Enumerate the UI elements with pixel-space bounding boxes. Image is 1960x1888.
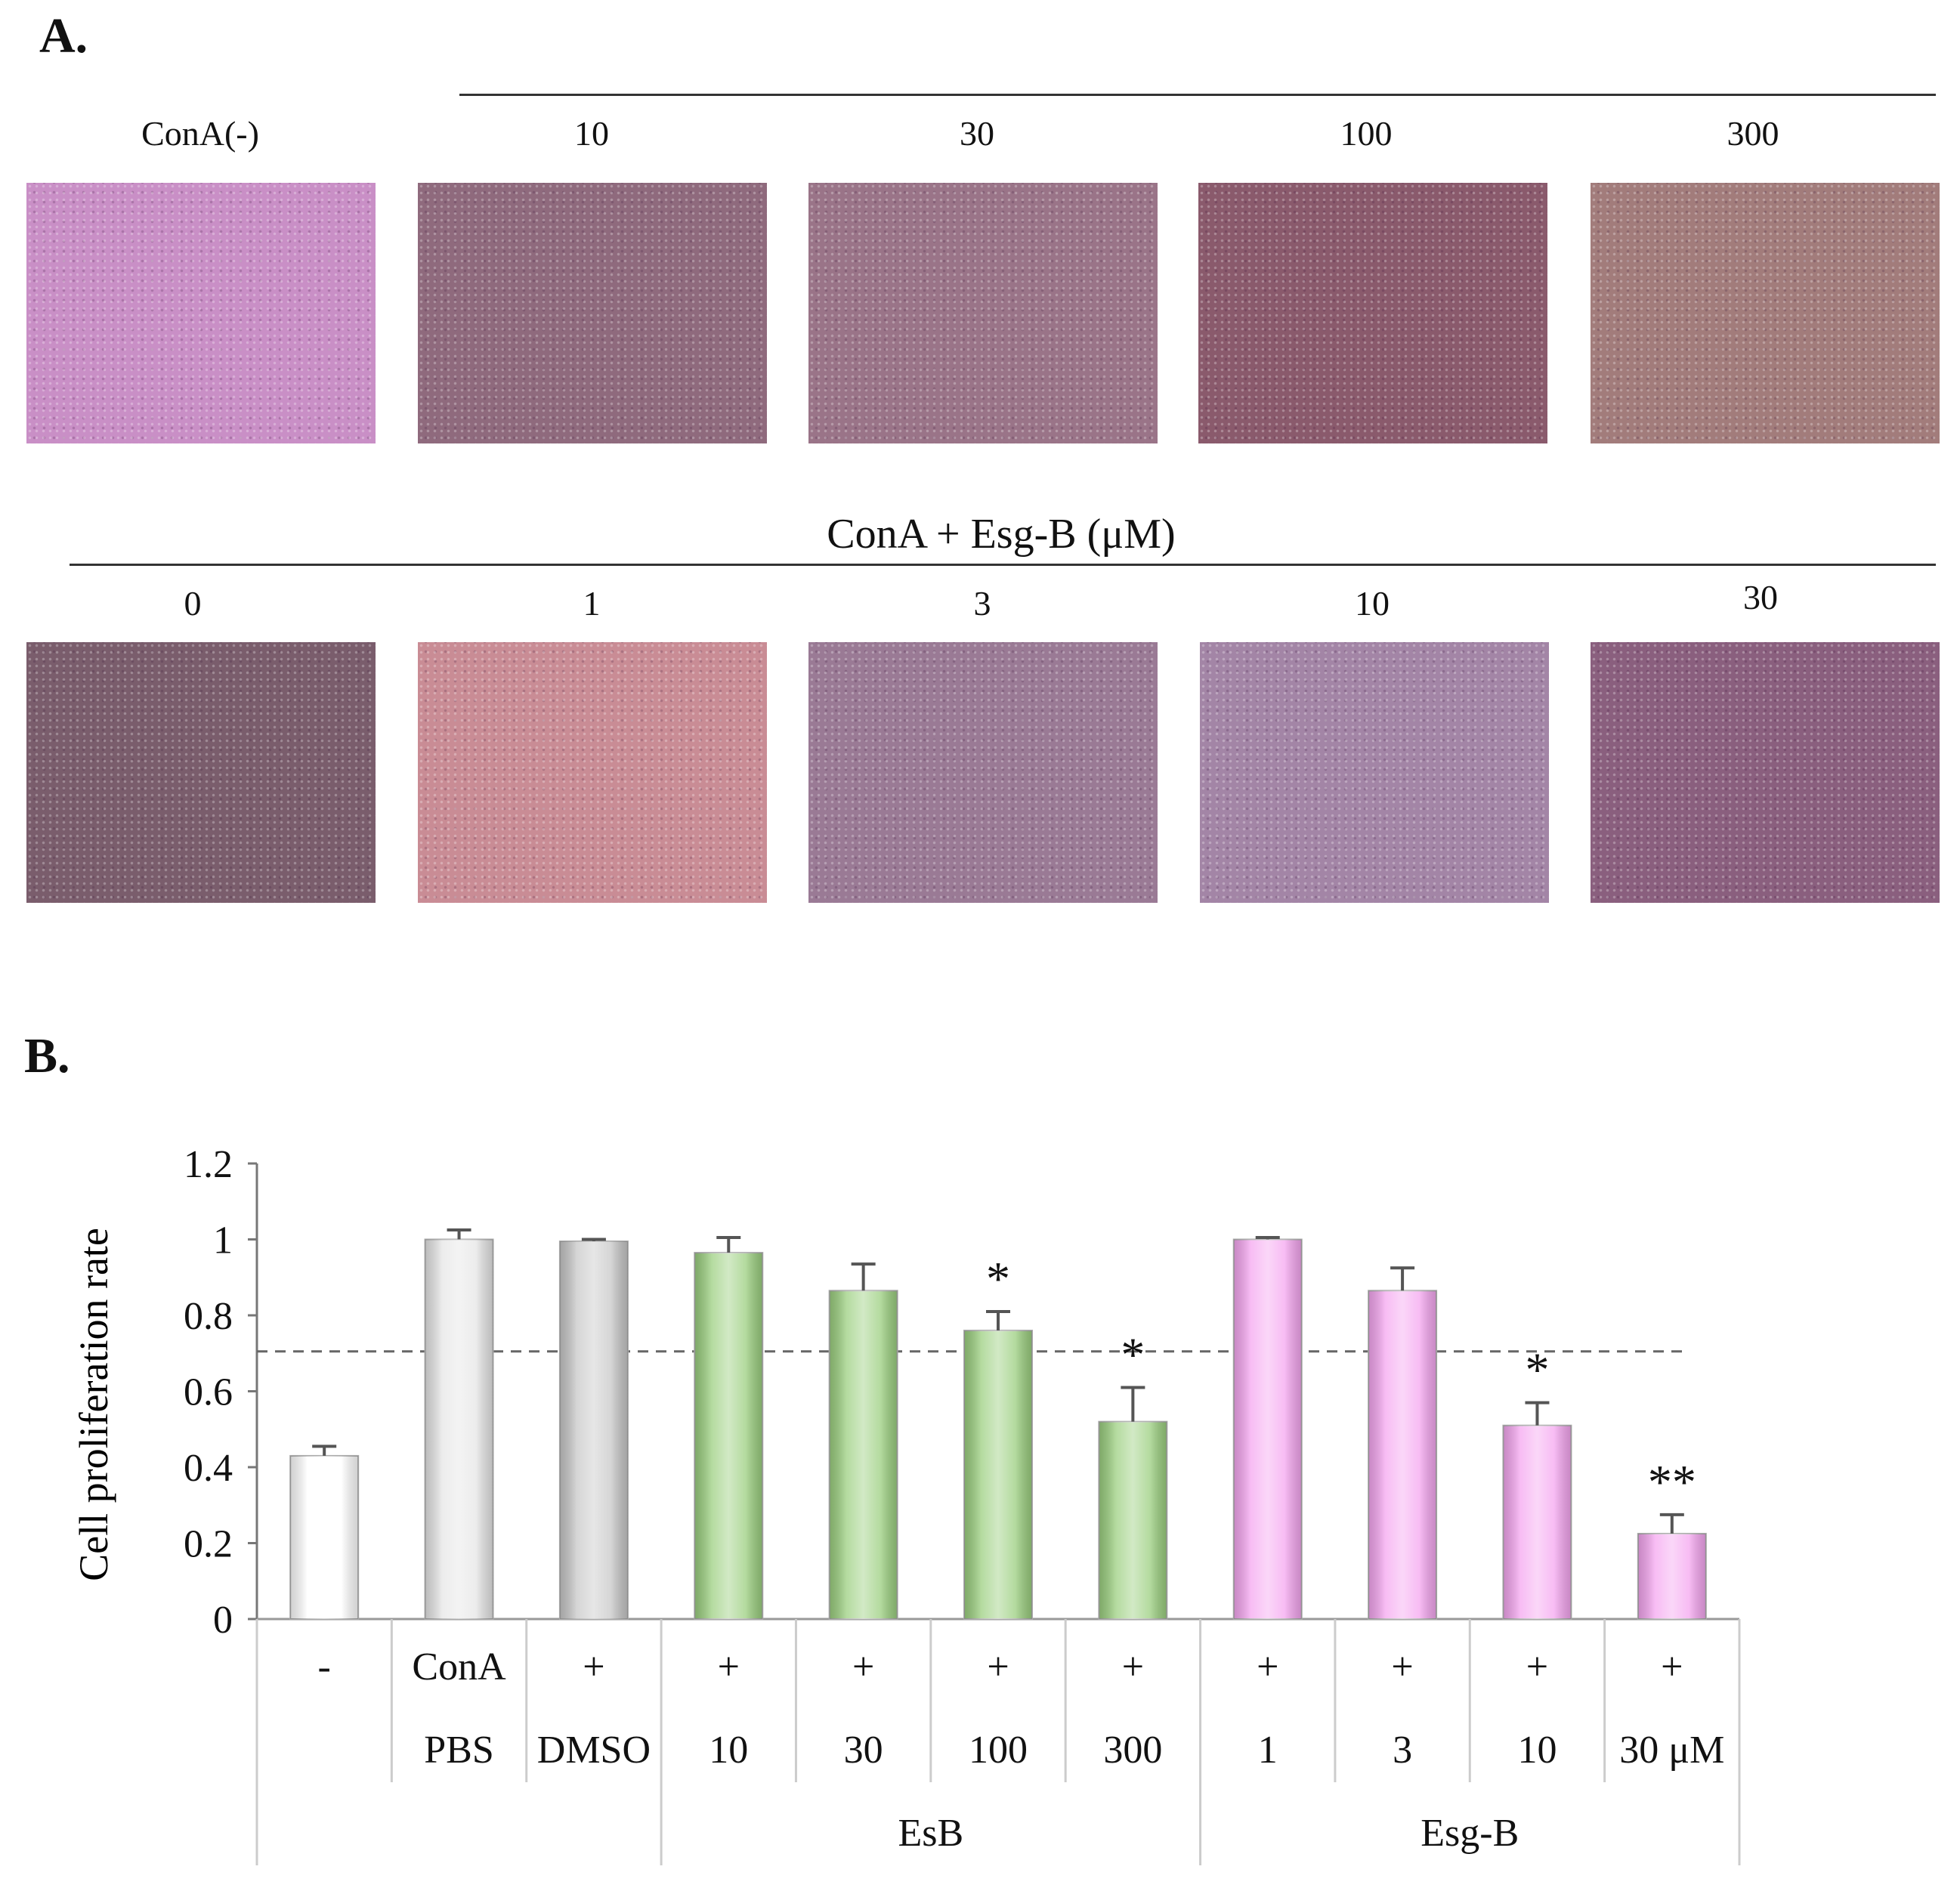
category-row2-label: 1 <box>1258 1729 1278 1772</box>
micro-label-top-2: 30 <box>960 114 994 153</box>
panel-a-label: A. <box>39 8 88 63</box>
category-row1-label: + <box>852 1645 874 1689</box>
category-row2-label: DMSO <box>537 1729 651 1772</box>
category-row1-label: + <box>583 1645 604 1689</box>
micrograph-top-2 <box>808 183 1158 443</box>
category-row1-label: + <box>1661 1645 1683 1689</box>
category-row2-label: 30 μM <box>1619 1729 1724 1772</box>
bar-chart: Cell proliferation rate 0 0.2 0.4 0.6 0.8 1 1.… <box>71 1143 1741 1865</box>
significance-mark: * <box>1121 1327 1145 1381</box>
category-row1-label: + <box>1391 1645 1413 1689</box>
category-row2-label: 100 <box>969 1729 1028 1772</box>
category-row2-label: 10 <box>709 1729 748 1772</box>
y-tick-label: 0 <box>213 1599 233 1642</box>
panel-b-label: B. <box>24 1028 70 1083</box>
micro-label-bottom-2: 3 <box>973 584 991 623</box>
bar-shading <box>1503 1425 1572 1619</box>
category-row2-label: 300 <box>1103 1729 1162 1772</box>
group-label: EsB <box>898 1812 963 1855</box>
micrograph-bottom-1 <box>418 642 767 903</box>
bar-shading <box>559 1241 628 1619</box>
significance-mark: ** <box>1648 1455 1696 1509</box>
micrograph-bottom-4 <box>1591 642 1940 903</box>
group-label: Esg-B <box>1421 1812 1519 1855</box>
micro-label-bottom-3: 10 <box>1355 584 1390 623</box>
category-row1-label: - <box>318 1645 331 1689</box>
micrograph-top-3 <box>1198 183 1547 443</box>
bar-shading <box>1368 1290 1437 1619</box>
micrograph-group-title: ConA + Esg-B (μM) <box>827 511 1176 558</box>
y-tick-label: 0.2 <box>184 1523 233 1566</box>
category-row1-label: + <box>1526 1645 1548 1689</box>
micro-label-bottom-4: 30 <box>1743 578 1778 616</box>
y-tick-label: 0.8 <box>184 1295 233 1338</box>
category-row2-label: PBS <box>424 1729 494 1772</box>
category-row1-label: + <box>1257 1645 1278 1689</box>
category-row1-label: + <box>718 1645 740 1689</box>
y-tick-label: 0.4 <box>184 1447 233 1490</box>
micro-label-bottom-1: 1 <box>583 584 601 623</box>
micrograph-top-1 <box>418 183 767 443</box>
micrograph-bottom-2 <box>808 642 1158 903</box>
micro-label-top-3: 100 <box>1340 114 1393 153</box>
category-row2-label: 30 <box>844 1729 883 1772</box>
micro-label-top-1: 10 <box>574 114 609 153</box>
category-row1-label: ConA <box>412 1645 506 1689</box>
category-row1-label: + <box>1122 1645 1144 1689</box>
bar-shading <box>829 1290 898 1619</box>
bar-shading <box>290 1455 359 1619</box>
category-row1-label: + <box>987 1645 1009 1689</box>
micro-label-bottom-0: 0 <box>184 584 202 623</box>
micro-label-top-4: 300 <box>1727 114 1779 153</box>
category-row2-label: 3 <box>1393 1729 1412 1772</box>
bar-shading <box>964 1330 1032 1619</box>
category-row2-label: 10 <box>1517 1729 1557 1772</box>
y-tick-label: 1 <box>213 1219 233 1262</box>
bar-shading <box>1637 1533 1706 1619</box>
bottom-bracket-line <box>70 564 1936 566</box>
y-axis-label: Cell proliferation rate <box>71 1228 116 1581</box>
bar-shading <box>1233 1239 1302 1619</box>
micrograph-top-4 <box>1591 183 1940 443</box>
bar-shading <box>425 1239 493 1619</box>
micro-label-top-0: ConA(-) <box>141 114 259 153</box>
top-bracket-line <box>459 94 1936 96</box>
y-tick-label: 0.6 <box>184 1371 233 1414</box>
micrograph-bottom-3 <box>1200 642 1549 903</box>
micrograph-top-0 <box>26 183 376 443</box>
bar-shading <box>694 1253 763 1619</box>
y-tick-label: 1.2 <box>184 1143 233 1186</box>
significance-mark: * <box>986 1252 1010 1306</box>
significance-mark: * <box>1525 1343 1549 1397</box>
micrograph-bottom-0 <box>26 642 376 903</box>
bar-shading <box>1099 1421 1167 1619</box>
